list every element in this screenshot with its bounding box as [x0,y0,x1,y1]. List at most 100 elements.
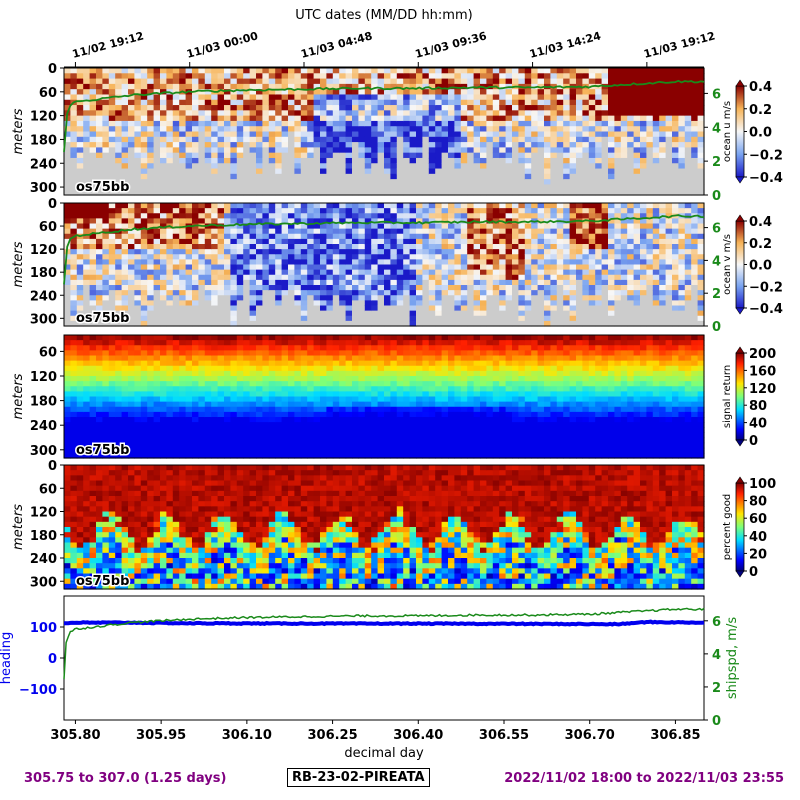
heatmap-cell [128,290,135,296]
heatmap-cell [403,295,411,301]
heatmap-cell [230,115,238,122]
heatmap-cell [268,163,276,170]
heatmap-cell [83,279,91,286]
heatmap-cell [172,115,180,122]
heatmap-cell [153,203,161,209]
heatmap-cell [243,157,251,164]
heatmap-cell [224,269,231,276]
heatmap-cell [582,244,590,250]
heatmap-cell [288,259,295,266]
heatmap-cell [153,295,161,301]
heatmap-cell [441,147,449,154]
heatmap-cell [364,264,372,271]
heatmap-cell [441,184,449,191]
heatmap-cell [307,305,315,312]
heatmap-cell [428,264,436,271]
heatmap-cell [313,285,321,291]
heatmap-cell [371,208,379,214]
heatmap-cell [160,152,167,159]
heatmap-cell [428,213,436,219]
heatmap-cell [640,218,647,225]
heatmap-cell [294,110,302,117]
heatmap-cell [448,233,455,240]
heatmap-cell [230,99,238,106]
heatmap-cell [633,163,641,170]
heatmap-cell [198,290,206,296]
heatmap-cell [518,208,526,214]
heatmap-cell [128,218,135,225]
heatmap-cell [524,269,532,276]
heatmap-cell [249,157,257,164]
heatmap-cell [416,249,423,255]
heatmap-cell [697,295,705,301]
heatmap-cell [64,427,71,433]
heatmap-cell [192,254,199,260]
heatmap-cell [556,110,564,117]
heatmap-cell [166,228,174,235]
heatmap-cell [224,89,231,96]
heatmap-cell [396,295,404,301]
heatmap-cell [416,233,423,240]
heatmap-cell [563,105,571,111]
heatmap-cell [249,274,257,281]
heatmap-cell [505,136,513,143]
heatmap-cell [83,163,91,170]
heatmap-cell [262,157,270,164]
heatmap-cell [262,126,270,133]
heatmap-cell [556,89,564,96]
heatmap-cell [192,184,199,191]
heatmap-cell [364,213,372,219]
heatmap-cell [614,228,622,235]
heatmap-cell [371,238,379,245]
heatmap-cell [544,147,551,154]
heatmap-cell [640,142,647,148]
heatmap-cell [108,305,116,312]
heatmap-cell [166,295,174,301]
heatmap-cell [64,376,71,382]
heatmap-cell [384,223,391,230]
heatmap-cell [339,244,347,250]
heatmap-cell [268,147,276,154]
heatmap-cell [64,406,71,413]
right-tick-label: 4 [712,254,721,269]
heatmap-cell [332,233,340,240]
heatmap-cell [352,73,359,80]
colorbar-tick-label: 0.2 [749,237,772,252]
heatmap-cell [76,203,84,209]
heatmap-cell [569,89,577,96]
heatmap-cell [70,360,78,367]
heatmap-cell [262,264,270,271]
heatmap-cell [646,259,654,266]
heatmap-cell [492,269,500,276]
heatmap-cell [326,269,334,276]
heatmap-cell [582,295,590,301]
heatmap-cell [211,228,219,235]
heatmap-cell [377,320,385,327]
heatmap-cell [70,335,78,341]
heatmap-cell [134,168,142,175]
heatmap-cell [115,105,123,111]
heatmap-cell [409,244,417,250]
heatmap-cell [224,126,231,133]
heatmap-cell [339,218,347,225]
heatmap-cell [563,78,571,85]
heatmap-cell [518,73,526,80]
heatmap-cell [396,78,404,85]
heatmap-cell [358,120,366,127]
heatmap-cell [108,259,116,266]
heatmap-cell [633,208,641,214]
heatmap-cell [70,442,78,449]
heatmap-cell [480,269,487,276]
heatmap-cell [70,264,78,271]
heatmap-cell [620,68,628,74]
heatmap-cell [256,279,263,286]
heatmap-cell [665,147,673,154]
heatmap-cell [224,208,231,214]
heatmap-cell [454,73,462,80]
heatmap-cell [224,115,231,122]
heatmap-cell [294,244,302,250]
heatmap-cell [300,315,308,322]
heatmap-cell [89,68,97,74]
top-tick-label: 11/03 14:24 [528,29,603,61]
heatmap-cell [96,259,103,266]
